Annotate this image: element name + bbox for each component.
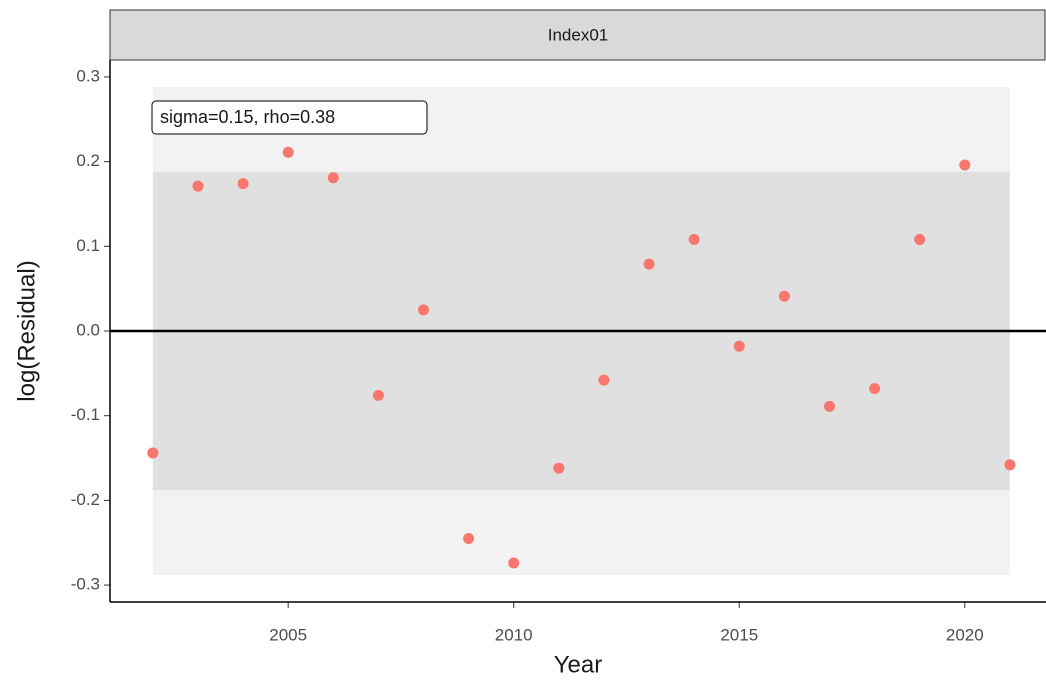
y-tick-label: -0.2 [71, 490, 100, 509]
x-axis-title: Year [554, 651, 603, 678]
y-tick-label: 0.1 [76, 236, 100, 255]
point [598, 374, 610, 386]
y-tick-label: -0.3 [71, 575, 100, 594]
point [147, 447, 159, 459]
plot-area: -0.3 -0.2 -0.1 0.0 0.1 0.2 0.3 2005 2010 2015 2020… [71, 60, 1046, 644]
facet-strip [109, 9, 1046, 61]
point [508, 557, 520, 569]
point [192, 180, 204, 192]
point [282, 146, 294, 158]
y-tick-label: 0.0 [76, 320, 100, 339]
point [688, 234, 700, 246]
annotation: sigma=0.15, rho=0.38 [160, 107, 335, 127]
point [914, 234, 926, 246]
point [733, 340, 745, 352]
point [643, 258, 655, 270]
point [418, 304, 430, 316]
y-axis-title: log(Residual) [13, 260, 40, 401]
point [778, 290, 790, 302]
x-tick-label: 2015 [720, 625, 758, 644]
x-tick-label: 2005 [269, 625, 307, 644]
point [823, 400, 835, 412]
x-tick-label: 2010 [495, 625, 533, 644]
point [1004, 459, 1016, 471]
x-tick-label: 2020 [946, 625, 984, 644]
y-tick-label: 0.3 [76, 66, 100, 85]
point [237, 178, 249, 190]
strip-label: Index01 [548, 25, 609, 44]
annotation-box [151, 100, 428, 135]
point [553, 462, 565, 474]
point [959, 159, 971, 171]
point [869, 383, 881, 395]
point [463, 532, 475, 544]
point [372, 389, 384, 401]
y-tick-label: -0.1 [71, 405, 100, 424]
point [327, 172, 339, 184]
y-tick-label: 0.2 [76, 151, 100, 170]
